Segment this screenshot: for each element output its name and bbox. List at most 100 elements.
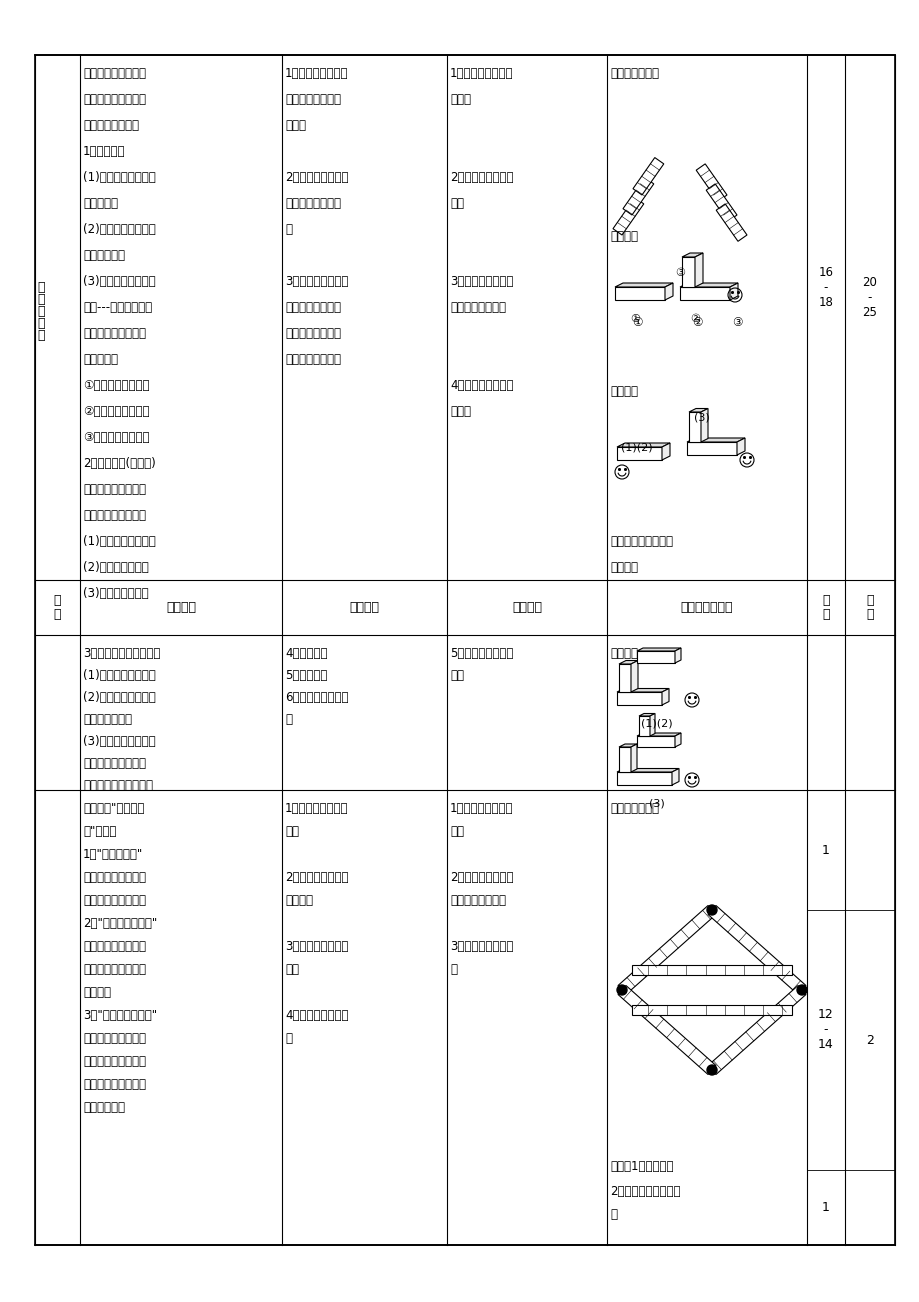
Text: ③: ③ — [675, 268, 685, 279]
Text: (1)(2): (1)(2) — [641, 719, 672, 729]
Polygon shape — [686, 441, 736, 454]
Text: 结
构: 结 构 — [53, 594, 62, 621]
Text: (1)踏板越过障碍练习: (1)踏板越过障碍练习 — [83, 535, 155, 548]
Text: 蹬地越过一定高度双: 蹬地越过一定高度双 — [83, 92, 146, 105]
Text: (1)双脚跳练习（跳上: (1)双脚跳练习（跳上 — [83, 171, 155, 184]
Text: 2: 2 — [865, 1034, 873, 1047]
Polygon shape — [636, 736, 675, 747]
Polygon shape — [617, 689, 668, 691]
Text: ①: ① — [631, 316, 641, 329]
Polygon shape — [614, 283, 673, 286]
Polygon shape — [688, 409, 708, 411]
Polygon shape — [679, 286, 729, 299]
Text: 与: 与 — [37, 305, 44, 318]
Text: 跳回原位）: 跳回原位） — [83, 197, 118, 210]
Text: 练: 练 — [285, 223, 291, 236]
Polygon shape — [639, 716, 650, 736]
Text: 掌: 掌 — [37, 281, 44, 294]
Text: 方法，并与学生同: 方法，并与学生同 — [285, 197, 341, 210]
Text: 立加一横的高度: 立加一横的高度 — [83, 713, 131, 727]
Text: （图五）: （图五） — [609, 647, 637, 660]
Polygon shape — [662, 689, 668, 704]
Polygon shape — [636, 648, 680, 651]
Polygon shape — [618, 905, 715, 995]
Polygon shape — [617, 443, 669, 447]
Text: 上标志线摆紧凑摆放: 上标志线摆紧凑摆放 — [83, 894, 146, 907]
Text: 1、单人练习: 1、单人练习 — [83, 145, 125, 158]
Text: 脚落地的动作方法: 脚落地的动作方法 — [83, 118, 139, 132]
Text: 跃练习: 跃练习 — [285, 118, 306, 132]
Text: 练习。: 练习。 — [449, 405, 471, 418]
Polygon shape — [630, 743, 636, 772]
Text: 20
-
25: 20 - 25 — [862, 276, 877, 319]
Text: 每组两人分别从桥梁: 每组两人分别从桥梁 — [83, 940, 146, 953]
Text: (3)一脚蹬地越过一定: (3)一脚蹬地越过一定 — [83, 275, 155, 288]
Polygon shape — [631, 1005, 791, 1016]
Text: 要求：蹬摆协调用力: 要求：蹬摆协调用力 — [609, 535, 673, 548]
Polygon shape — [696, 164, 726, 202]
Text: 赛"见图六: 赛"见图六 — [83, 825, 116, 838]
Polygon shape — [618, 747, 630, 772]
Polygon shape — [662, 443, 669, 460]
Circle shape — [706, 905, 716, 915]
Text: 板的不同摆放方法: 板的不同摆放方法 — [285, 301, 341, 314]
Polygon shape — [630, 660, 637, 691]
Text: 成: 成 — [449, 963, 457, 976]
Text: 6、组织学生进行展: 6、组织学生进行展 — [285, 691, 348, 704]
Polygon shape — [639, 713, 654, 716]
Text: 立加两横的高度（每: 立加两横的高度（每 — [83, 756, 146, 769]
Text: 5、及时评价: 5、及时评价 — [285, 669, 327, 682]
Text: 求。: 求。 — [449, 825, 463, 838]
Text: 目标内容: 目标内容 — [165, 602, 196, 615]
Text: 次
数: 次 数 — [866, 594, 873, 621]
Circle shape — [796, 986, 806, 995]
Polygon shape — [708, 905, 805, 995]
Text: 3、帮助学生把轮胎: 3、帮助学生把轮胎 — [285, 940, 348, 953]
Polygon shape — [650, 713, 654, 736]
Text: 2、积极与他人合作: 2、积极与他人合作 — [449, 171, 513, 184]
Text: 形: 形 — [37, 316, 44, 329]
Text: 1、教师语言引导学: 1、教师语言引导学 — [285, 66, 348, 79]
Text: (3): (3) — [649, 799, 664, 809]
Text: （图三）: （图三） — [609, 230, 637, 243]
Text: 4、不怕困难、认真: 4、不怕困难、认真 — [449, 379, 513, 392]
Text: 给下一人: 给下一人 — [83, 986, 111, 999]
Text: 1: 1 — [822, 844, 829, 857]
Polygon shape — [618, 664, 630, 691]
Polygon shape — [700, 409, 708, 441]
Text: (3): (3) — [693, 411, 709, 422]
Text: 练习: 练习 — [449, 197, 463, 210]
Polygon shape — [671, 768, 678, 785]
Polygon shape — [679, 283, 737, 286]
Polygon shape — [618, 743, 636, 747]
Text: 四、跳跃：学习一脚: 四、跳跃：学习一脚 — [83, 66, 146, 79]
Text: 作: 作 — [609, 1208, 617, 1221]
Text: 进行各种不同高度: 进行各种不同高度 — [285, 327, 341, 340]
Text: (2)协调性练习（踏板: (2)协调性练习（踏板 — [83, 223, 155, 236]
Polygon shape — [622, 177, 653, 215]
Text: 2、"双人桥下滚轮胎": 2、"双人桥下滚轮胎" — [83, 917, 157, 930]
Text: 12
-
14: 12 - 14 — [817, 1009, 833, 1052]
Text: 组推选两名同学展示）: 组推选两名同学展示） — [83, 779, 153, 792]
Text: 16
-
18: 16 - 18 — [818, 266, 833, 309]
Text: 学生活动: 学生活动 — [512, 602, 541, 615]
Polygon shape — [675, 648, 680, 663]
Text: 3、"双人滚轮过桥梁": 3、"双人滚轮过桥梁" — [83, 1009, 157, 1022]
Text: （见图三）: （见图三） — [83, 353, 118, 366]
Polygon shape — [694, 253, 702, 286]
Polygon shape — [664, 283, 673, 299]
Polygon shape — [686, 437, 744, 441]
Text: 生利用踏板进行跳: 生利用踏板进行跳 — [285, 92, 341, 105]
Text: ①: ① — [630, 314, 640, 324]
Polygon shape — [618, 986, 715, 1074]
Text: 握: 握 — [37, 293, 44, 306]
Polygon shape — [614, 286, 664, 299]
Text: 3、引导学生利用踏: 3、引导学生利用踏 — [285, 275, 348, 288]
Polygon shape — [675, 733, 680, 747]
Text: （图四）: （图四） — [609, 385, 637, 398]
Text: 3、四人练习（见图五）: 3、四人练习（见图五） — [83, 647, 160, 660]
Polygon shape — [617, 772, 671, 785]
Text: 一脚蹬地越过两个踏: 一脚蹬地越过两个踏 — [83, 483, 146, 496]
Text: ②越过踏板纵摆高度: ②越过踏板纵摆高度 — [83, 405, 150, 418]
Text: 1: 1 — [822, 1200, 829, 1213]
